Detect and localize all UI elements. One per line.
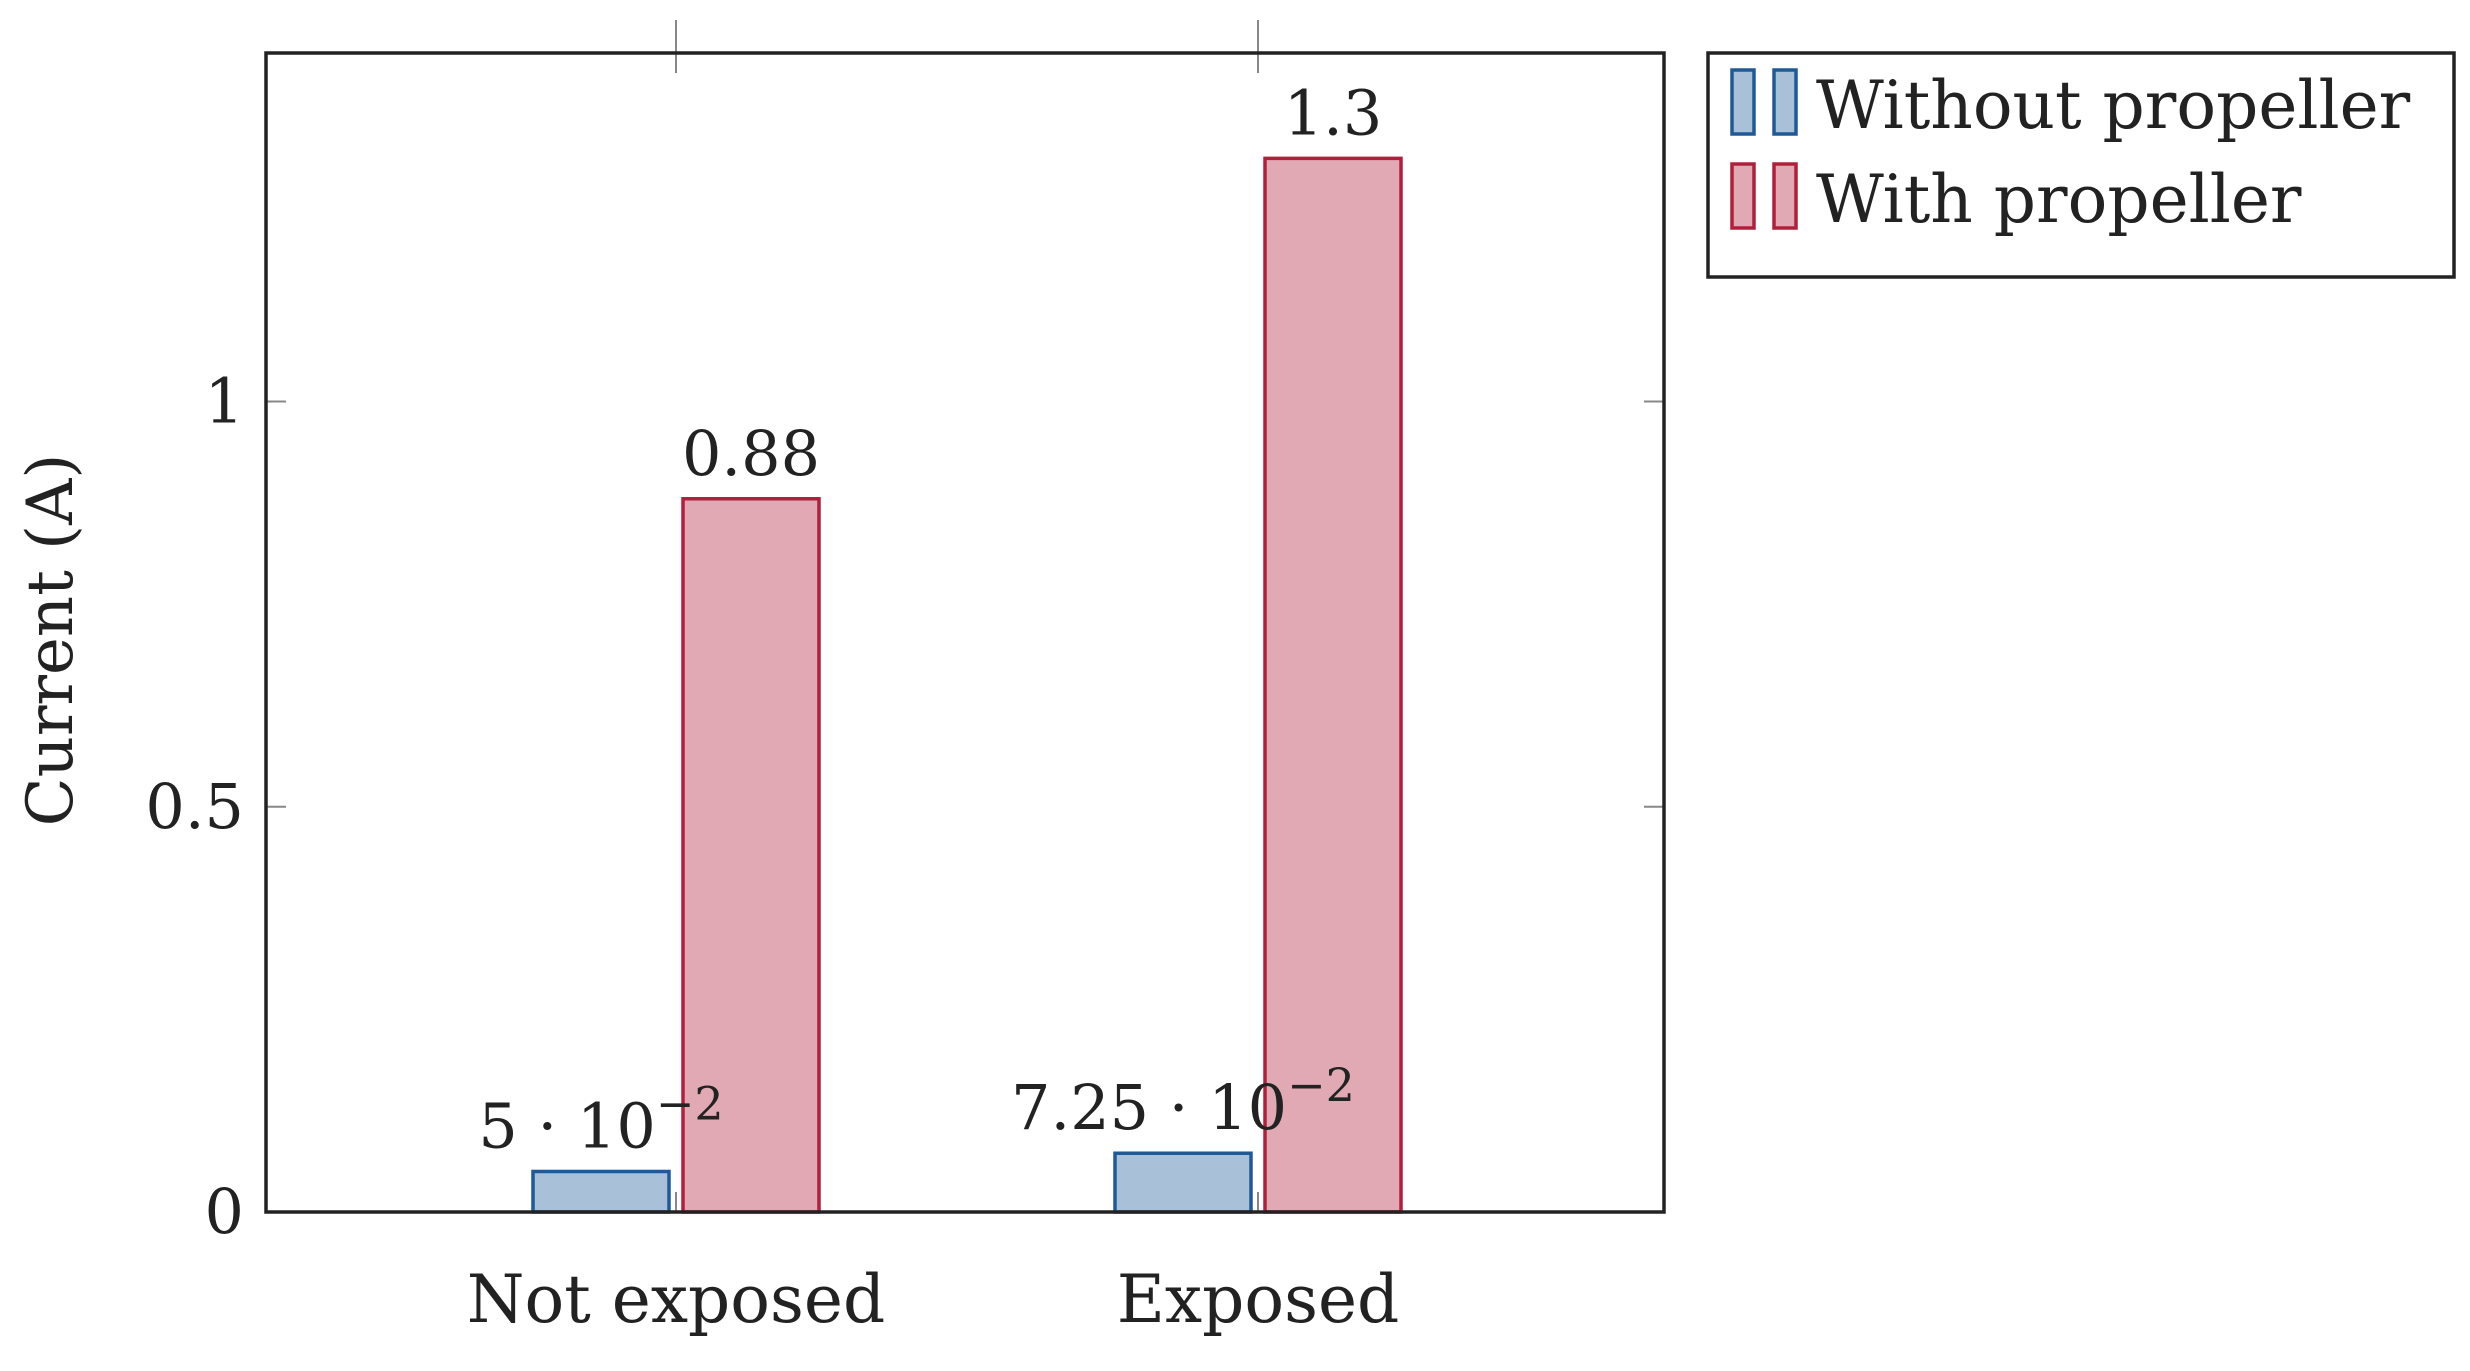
- legend: Without propeller With propeller: [1706, 51, 2456, 279]
- y-tick-label: 1: [205, 365, 244, 438]
- bar-with-propeller: [681, 497, 821, 1214]
- legend-swatch: [1772, 68, 1798, 136]
- legend-box: [1706, 51, 2456, 279]
- data-label: 1.3: [1284, 76, 1383, 149]
- x-tick-label: Not exposed: [467, 1261, 885, 1338]
- bar-with-propeller: [1263, 156, 1403, 1214]
- data-label: 5 · 10−2: [478, 1076, 723, 1162]
- y-tick-label: 0.5: [145, 770, 244, 843]
- data-label: 7.25 · 10−2: [1011, 1058, 1355, 1144]
- legend-label: Without propeller: [1816, 67, 2411, 144]
- x-tick-label: Exposed: [1117, 1261, 1400, 1338]
- legend-swatch: [1730, 162, 1756, 230]
- bar-without-propeller: [531, 1169, 671, 1214]
- y-axis-label: Current (A): [14, 454, 88, 827]
- bar-without-propeller: [1113, 1151, 1253, 1214]
- legend-swatch: [1772, 162, 1798, 230]
- data-label: 0.88: [682, 417, 820, 490]
- legend-label: With propeller: [1816, 161, 2302, 238]
- plot-area-frame: [264, 51, 1666, 1214]
- y-tick-label: 0: [205, 1175, 244, 1248]
- legend-swatch: [1730, 68, 1756, 136]
